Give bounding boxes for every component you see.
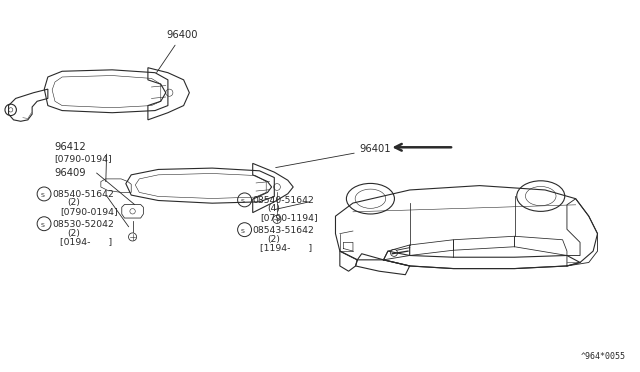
Text: [0790-0194]: [0790-0194] (60, 207, 118, 216)
Text: [0790-1194]: [0790-1194] (260, 213, 318, 222)
Text: 96400: 96400 (157, 30, 198, 73)
Text: S: S (241, 199, 244, 204)
Text: (2): (2) (67, 229, 80, 238)
Text: S: S (40, 223, 44, 228)
Text: [1194-      ]: [1194- ] (260, 244, 312, 253)
Text: S: S (241, 229, 244, 234)
Text: S: S (40, 193, 44, 198)
Text: (4): (4) (268, 204, 280, 213)
Text: [0194-      ]: [0194- ] (60, 238, 112, 247)
Text: 96409: 96409 (54, 168, 86, 178)
Text: 96401: 96401 (276, 144, 391, 168)
Text: (2): (2) (67, 198, 80, 207)
Text: ^964*0055: ^964*0055 (580, 352, 625, 361)
Text: 08540-51642: 08540-51642 (52, 190, 114, 199)
Text: 96412: 96412 (54, 142, 86, 152)
Text: 08540-51642: 08540-51642 (253, 196, 314, 205)
Text: [0790-0194]: [0790-0194] (54, 154, 111, 163)
Text: (2): (2) (268, 235, 280, 244)
Text: 08543-51642: 08543-51642 (253, 226, 314, 235)
Text: 08530-52042: 08530-52042 (52, 220, 114, 229)
